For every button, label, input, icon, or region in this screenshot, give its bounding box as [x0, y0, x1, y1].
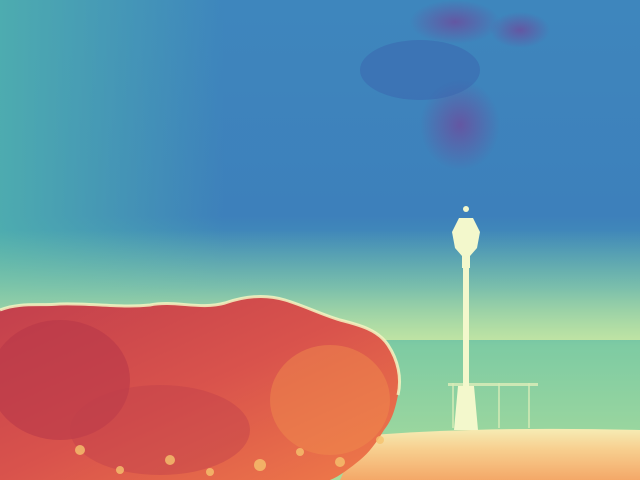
- railing-top: [448, 383, 538, 386]
- hedge-shadow: [70, 385, 250, 475]
- far-region-building: [360, 40, 480, 100]
- far-region-top-right: [490, 12, 550, 48]
- hedge-shadow: [0, 320, 130, 440]
- far-region-middle: [420, 80, 500, 170]
- hedge-bottom-specks: [75, 436, 384, 476]
- hedge-highlight: [270, 345, 390, 455]
- far-region-top: [410, 0, 500, 44]
- railing-post: [452, 383, 454, 428]
- hedge-rim: [0, 294, 402, 396]
- railing-post: [528, 383, 530, 428]
- ground: [340, 428, 640, 480]
- lamp-post: [452, 206, 480, 430]
- railing-post: [498, 383, 500, 428]
